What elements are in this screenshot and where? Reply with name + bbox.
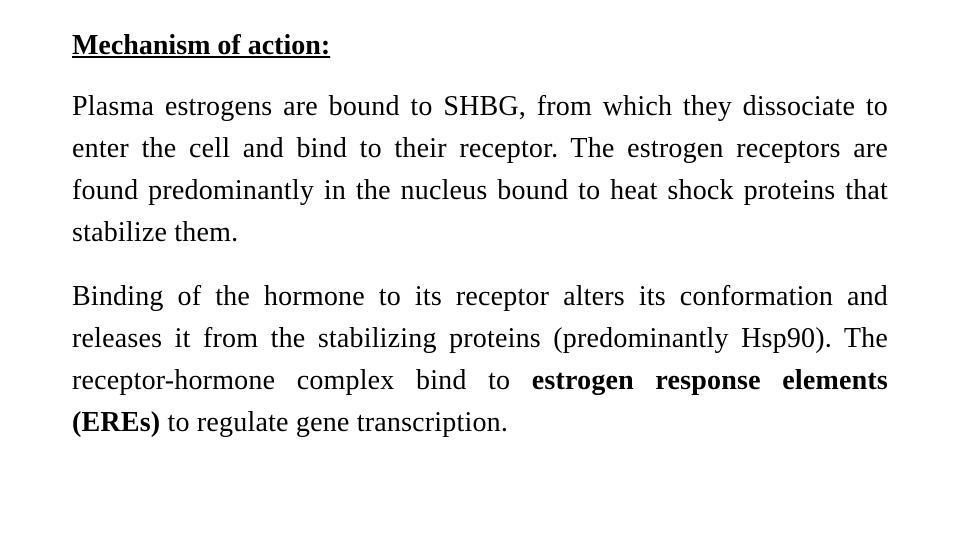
paragraph-1: Plasma estrogens are bound to SHBG, from… xyxy=(72,86,888,254)
paragraph-2-post: to regulate gene transcription. xyxy=(168,407,509,438)
paragraph-2: Binding of the hormone to its receptor a… xyxy=(72,276,888,444)
slide-container: Mechanism of action: Plasma estrogens ar… xyxy=(0,0,960,540)
section-heading: Mechanism of action: xyxy=(72,28,888,64)
